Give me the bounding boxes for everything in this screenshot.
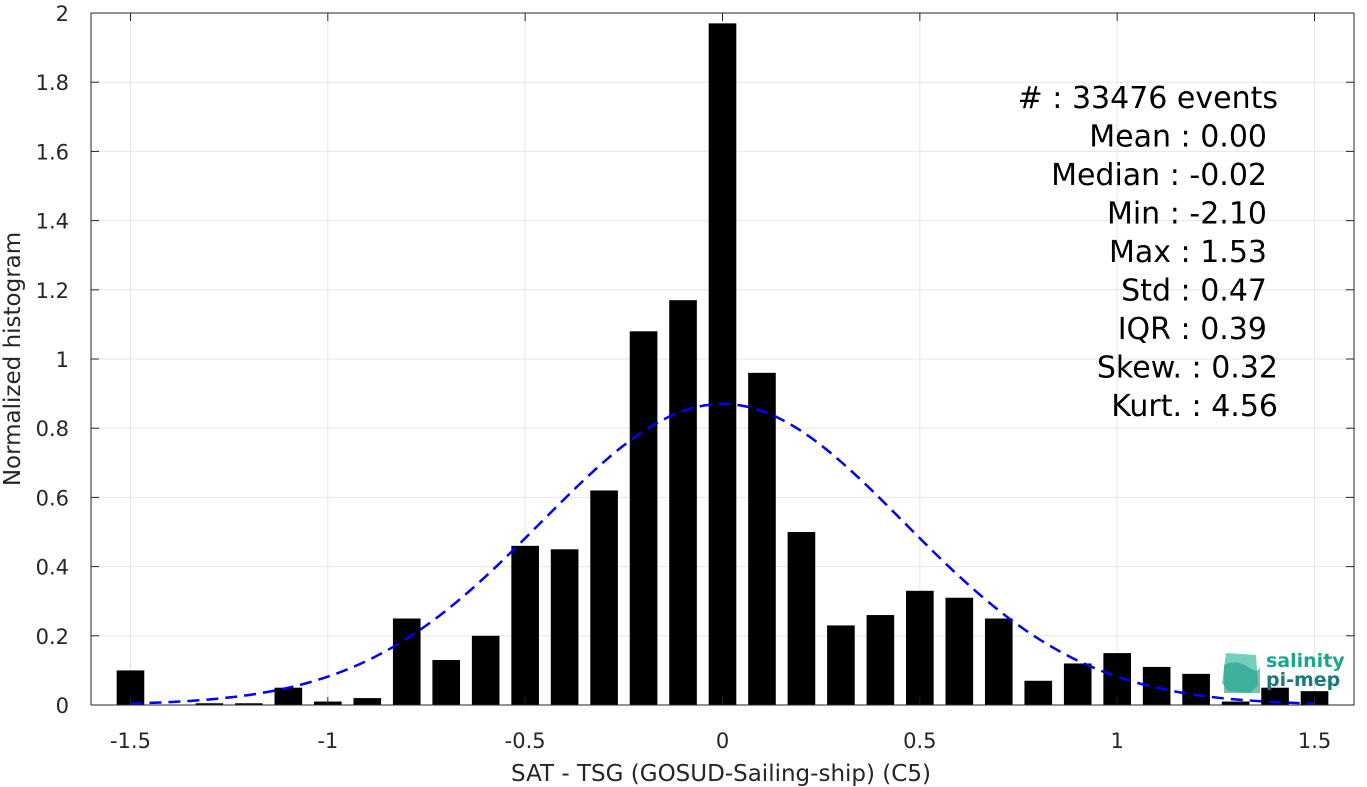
y-axis-ticks: 0 0.2 0.4 0.6 0.8 1 1.2 1.4 1.6 1.8 2 — [36, 2, 1354, 718]
y-axis-label: Normalized histogram — [0, 232, 26, 486]
histogram-bar — [195, 703, 224, 705]
histogram-bar — [906, 590, 934, 705]
histogram-bar — [471, 635, 500, 705]
histogram-bar — [590, 490, 618, 705]
x-axis-ticks: -1.5 -1 -0.5 0 0.5 1 1.5 — [110, 13, 1331, 753]
histogram-bar — [353, 698, 382, 705]
x-tick-label: 1.5 — [1298, 729, 1331, 753]
histogram-bar — [787, 532, 816, 705]
histogram-bar — [708, 23, 737, 705]
x-tick-label: -1 — [317, 729, 338, 753]
logo-text-pimep: pi-mep — [1266, 669, 1340, 691]
x-tick-label: -0.5 — [505, 729, 546, 753]
y-tick-label: 0.8 — [36, 417, 69, 441]
x-tick-label: 0 — [716, 729, 729, 753]
normal-fit-curve — [130, 402, 1315, 705]
histogram-bar — [235, 703, 263, 705]
y-tick-label: 1.2 — [36, 279, 69, 303]
histogram-bar — [866, 615, 895, 705]
histogram-bar — [392, 618, 421, 705]
histogram-bar — [669, 300, 697, 705]
stats-line: IQR : 0.39 — [1118, 312, 1267, 347]
logo-wave-icon-2 — [1224, 662, 1260, 693]
y-tick-label: 0.2 — [36, 625, 69, 649]
y-tick-label: 1.8 — [36, 71, 69, 95]
x-tick-label: 0.5 — [903, 729, 936, 753]
histogram-bar — [432, 660, 461, 705]
stats-line: Median : -0.02 — [1051, 158, 1267, 193]
stats-line: # : 33476 events — [1018, 81, 1278, 116]
y-tick-label: 1.6 — [36, 140, 69, 164]
stats-line: Std : 0.47 — [1121, 274, 1267, 309]
y-tick-label: 0.6 — [36, 486, 69, 510]
histogram-bar — [511, 545, 539, 705]
histogram-bar — [1261, 687, 1289, 705]
y-tick-label: 2 — [56, 2, 69, 26]
stats-line: Min : -2.10 — [1107, 197, 1267, 232]
histogram-bar — [1182, 673, 1210, 705]
logo-text-salinity: salinity — [1266, 650, 1345, 672]
x-tick-label: 1 — [1111, 729, 1124, 753]
histogram-bar — [1024, 680, 1053, 705]
stats-line: Skew. : 0.32 — [1097, 351, 1278, 386]
histogram-bar — [984, 618, 1013, 705]
y-tick-label: 1 — [56, 348, 69, 372]
y-tick-label: 1.4 — [36, 210, 69, 234]
y-tick-label: 0.4 — [36, 556, 69, 580]
salinity-pi-mep-logo: salinity pi-mep — [1222, 650, 1345, 693]
y-tick-label: 0 — [56, 694, 69, 718]
histogram-bar — [1221, 701, 1250, 705]
histogram-bar — [1063, 663, 1092, 705]
x-axis-label: SAT - TSG (GOSUD-Sailing-ship) (C5) — [511, 761, 931, 787]
stats-line: Max : 1.53 — [1109, 235, 1267, 270]
histogram-bar — [629, 331, 658, 705]
histogram-bar — [748, 372, 776, 705]
stats-line: Mean : 0.00 — [1089, 120, 1267, 155]
histogram-bar — [550, 549, 579, 705]
x-tick-label: -1.5 — [110, 729, 151, 753]
histogram-bar — [945, 597, 974, 705]
histogram-bar — [274, 687, 303, 705]
stats-line: Kurt. : 4.56 — [1111, 389, 1278, 424]
histogram-bar — [827, 625, 855, 705]
